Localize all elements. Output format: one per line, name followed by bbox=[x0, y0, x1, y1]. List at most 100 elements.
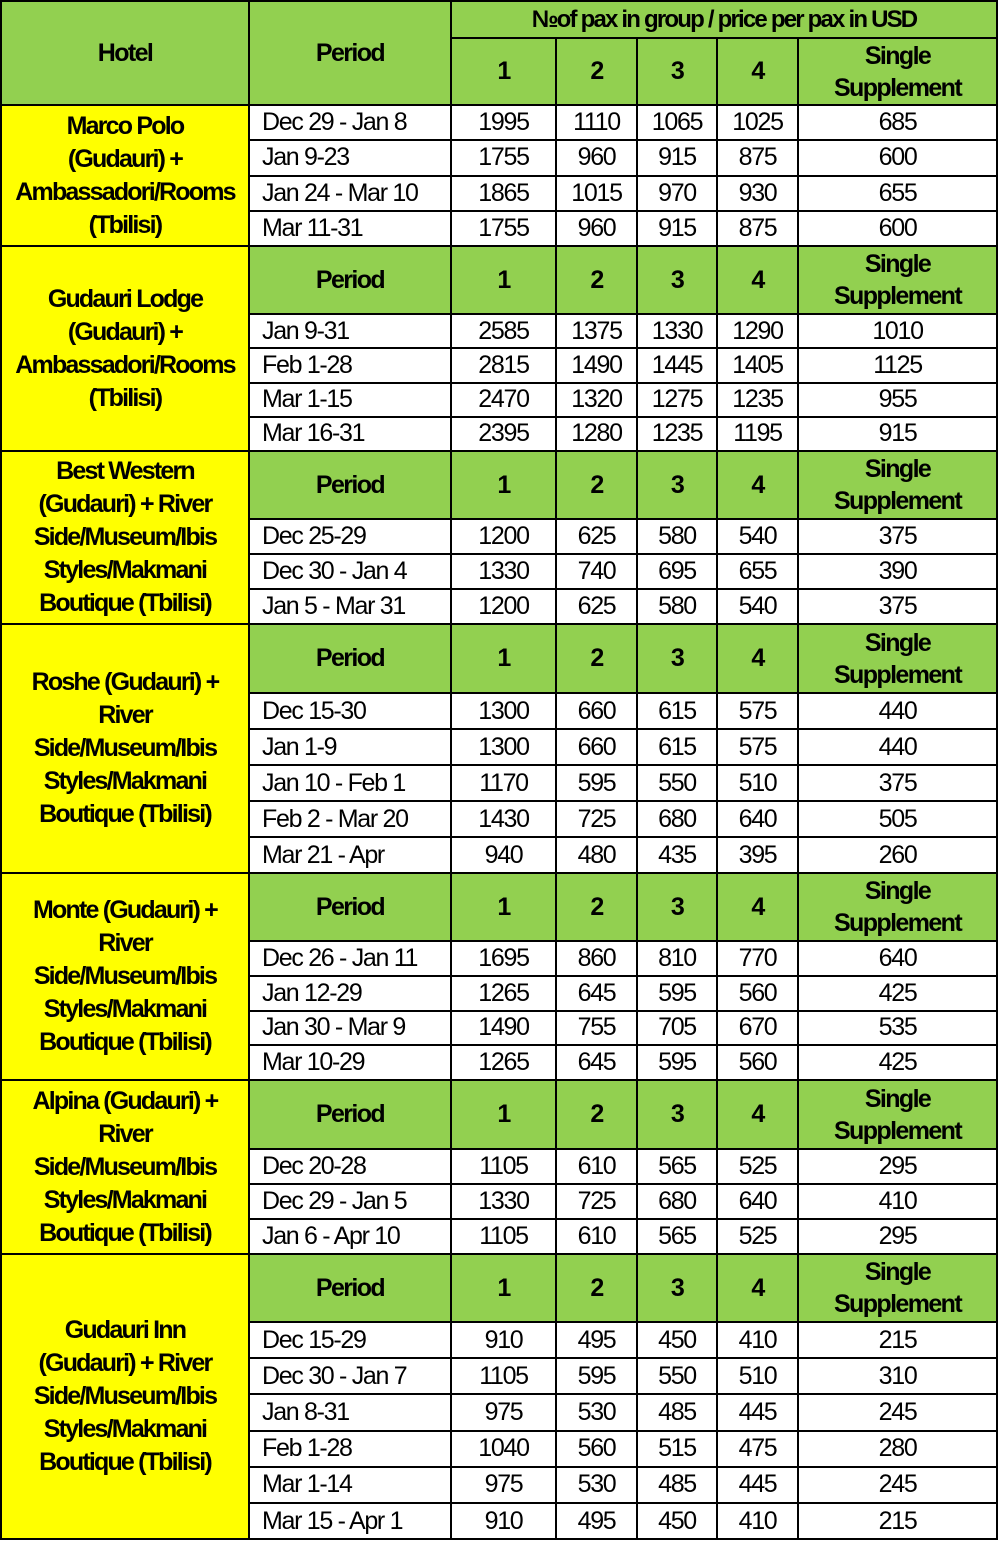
pax-2-header: 2 bbox=[555, 1079, 638, 1150]
price-cell: 530 bbox=[555, 1465, 638, 1504]
single-supplement-cell: 655 bbox=[796, 174, 999, 212]
price-cell: 625 bbox=[555, 588, 638, 625]
table-row: Jan 6 - Apr 10 1105 610 565 525 295 bbox=[1, 1218, 999, 1255]
period-cell: Dec 30 - Jan 4 bbox=[248, 553, 452, 590]
price-cell: 645 bbox=[555, 1044, 638, 1081]
price-cell: 910 bbox=[450, 1320, 557, 1360]
price-cell: 975 bbox=[450, 1465, 557, 1504]
price-cell: 580 bbox=[636, 518, 718, 555]
single-supplement-cell: 640 bbox=[796, 940, 999, 977]
price-cell: 670 bbox=[716, 1009, 799, 1047]
price-cell: 1490 bbox=[555, 347, 638, 384]
price-cell: 1755 bbox=[450, 209, 557, 248]
price-cell: 1695 bbox=[450, 940, 557, 977]
pax-1-header: 1 bbox=[450, 623, 557, 694]
single-supplement-header: Single Supplement bbox=[796, 245, 999, 315]
table-row: Feb 1-28 1040 560 515 475 280 bbox=[1, 1429, 999, 1468]
single-supplement-cell: 310 bbox=[796, 1357, 999, 1396]
pax-2-header: 2 bbox=[555, 245, 638, 315]
price-cell: 1105 bbox=[450, 1357, 557, 1396]
table-row: Mar 1-14 975 530 485 445 245 bbox=[1, 1465, 999, 1504]
price-cell: 560 bbox=[555, 1429, 638, 1468]
pax-3-header: 3 bbox=[636, 450, 718, 520]
period-cell: Dec 15-30 bbox=[248, 692, 452, 730]
period-column-header: Period bbox=[248, 872, 452, 942]
price-cell: 480 bbox=[555, 836, 638, 874]
price-cell: 645 bbox=[555, 974, 638, 1012]
price-cell: 510 bbox=[716, 1357, 799, 1396]
single-supplement-cell: 425 bbox=[796, 974, 999, 1012]
price-cell: 1200 bbox=[450, 518, 557, 555]
single-supplement-header: Single Supplement bbox=[796, 872, 999, 942]
price-cell: 860 bbox=[555, 940, 638, 977]
pax-1-header: 1 bbox=[450, 1253, 557, 1323]
table-row: Jan 10 - Feb 1 1170 595 550 510 375 bbox=[1, 764, 999, 802]
pax-2-header: 2 bbox=[555, 450, 638, 520]
price-cell: 1300 bbox=[450, 692, 557, 730]
price-cell: 485 bbox=[636, 1393, 718, 1432]
price-cell: 1105 bbox=[450, 1148, 557, 1185]
single-supplement-header: Single Supplement bbox=[796, 1079, 999, 1150]
price-cell: 875 bbox=[716, 209, 799, 248]
hotel-column-header: Hotel bbox=[0, 0, 250, 106]
price-cell: 1330 bbox=[450, 553, 557, 590]
single-supplement-cell: 425 bbox=[796, 1044, 999, 1081]
price-cell: 915 bbox=[636, 209, 718, 248]
price-cell: 595 bbox=[555, 764, 638, 802]
hotel-name: Gudauri Lodge (Gudauri) + Ambassadori/Ro… bbox=[0, 245, 250, 452]
table-row: Mar 15 - Apr 1 910 495 450 410 215 bbox=[1, 1501, 999, 1541]
price-cell: 975 bbox=[450, 1393, 557, 1432]
pax-4-header: 4 bbox=[716, 623, 799, 694]
single-supplement-header: Single Supplement bbox=[796, 37, 999, 106]
pax-4-header: 4 bbox=[716, 245, 799, 315]
price-cell: 660 bbox=[555, 692, 638, 730]
single-supplement-header: Single Supplement bbox=[796, 450, 999, 520]
period-cell: Feb 1-28 bbox=[248, 347, 452, 384]
period-cell: Feb 2 - Mar 20 bbox=[248, 800, 452, 838]
price-cell: 610 bbox=[555, 1218, 638, 1255]
price-cell: 1195 bbox=[716, 415, 799, 453]
price-cell: 1430 bbox=[450, 800, 557, 838]
price-cell: 530 bbox=[555, 1393, 638, 1432]
table-row: Jan 12-29 1265 645 595 560 425 bbox=[1, 974, 999, 1012]
price-cell: 1330 bbox=[636, 312, 718, 350]
price-cell: 1015 bbox=[555, 174, 638, 212]
price-cell: 725 bbox=[555, 1183, 638, 1220]
subheader-row: Gudauri Lodge (Gudauri) + Ambassadori/Ro… bbox=[0, 245, 999, 452]
group-size-header: №of pax in group / price per pax in USD bbox=[449, 0, 999, 39]
price-cell: 1235 bbox=[636, 415, 718, 453]
period-cell: Dec 25-29 bbox=[248, 518, 452, 555]
period-cell: Feb 1-28 bbox=[248, 1429, 452, 1468]
single-supplement-cell: 375 bbox=[796, 518, 999, 555]
pax-1-header: 1 bbox=[450, 1079, 557, 1150]
price-cell: 435 bbox=[636, 836, 718, 874]
single-supplement-cell: 390 bbox=[796, 553, 999, 590]
price-cell: 970 bbox=[636, 174, 718, 212]
hotel-name: Alpina (Gudauri) + River Side/Museum/Ibi… bbox=[0, 1079, 250, 1255]
price-cell: 960 bbox=[555, 139, 638, 177]
price-cell: 580 bbox=[636, 588, 718, 625]
table-row: Jan 8-31 975 530 485 445 245 bbox=[1, 1393, 999, 1432]
pax-4-header: 4 bbox=[716, 872, 799, 942]
pax-2-header: 2 bbox=[555, 1253, 638, 1323]
price-cell: 640 bbox=[716, 1183, 799, 1220]
price-cell: 705 bbox=[636, 1009, 718, 1047]
pax-4-header: 4 bbox=[716, 37, 799, 106]
pax-3-header: 3 bbox=[636, 872, 718, 942]
price-cell: 1265 bbox=[450, 974, 557, 1012]
price-cell: 550 bbox=[636, 764, 718, 802]
price-cell: 1065 bbox=[636, 103, 718, 142]
subheader-row: Monte (Gudauri) + River Side/Museum/Ibis… bbox=[0, 872, 999, 1081]
single-supplement-cell: 1010 bbox=[796, 312, 999, 350]
price-cell: 680 bbox=[636, 1183, 718, 1220]
price-cell: 525 bbox=[716, 1148, 799, 1185]
table-row: Dec 15-30 1300 660 615 575 440 bbox=[1, 692, 999, 730]
price-cell: 1170 bbox=[450, 764, 557, 802]
price-cell: 560 bbox=[716, 1044, 799, 1081]
price-cell: 395 bbox=[716, 836, 799, 874]
single-supplement-cell: 440 bbox=[796, 692, 999, 730]
subheader-row: Gudauri Inn (Gudauri) + River Side/Museu… bbox=[0, 1252, 999, 1541]
hotel-name: Marco Polo (Gudauri) + Ambassadori/Rooms… bbox=[0, 104, 250, 247]
period-column-header: Period bbox=[248, 623, 452, 694]
header-row: Hotel Period №of pax in group / price per … bbox=[0, 0, 999, 106]
